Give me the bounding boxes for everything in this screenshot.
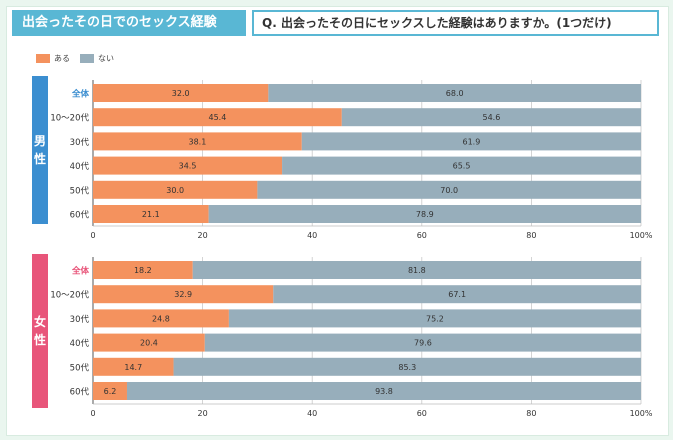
male-bar-nai-3 (282, 156, 641, 175)
female-value-label-nai-1: 67.1 (448, 290, 466, 299)
female-value-label-nai-0: 81.8 (408, 266, 426, 275)
male-category-label-5: 60代 (70, 210, 90, 221)
female-bar-nai-5 (126, 382, 641, 400)
female-bar-nai-1 (273, 285, 641, 304)
female-bar-nai-3 (204, 333, 642, 352)
male-bar-nai-0 (268, 84, 641, 102)
female-value-label-nai-4: 85.3 (398, 363, 416, 372)
female-value-label-aru-4: 14.7 (124, 363, 142, 372)
female-value-label-aru-1: 32.9 (174, 290, 192, 299)
male-bar-aru-4 (93, 180, 258, 199)
male-value-label-aru-0: 32.0 (172, 89, 190, 98)
female-xtick-label-4: 80 (526, 409, 536, 418)
male-bar-aru-1 (93, 108, 342, 127)
male-value-label-aru-4: 30.0 (166, 186, 184, 195)
male-bar-aru-0 (93, 84, 269, 102)
female-bar-aru-1 (93, 285, 274, 304)
male-value-label-nai-5: 78.9 (416, 210, 434, 219)
female-bar-nai-2 (228, 309, 642, 328)
survey-question: Q. 出会ったその日にセックスした経験はありますか。(1つだけ) (252, 10, 659, 36)
female-value-label-nai-2: 75.2 (426, 314, 444, 323)
female-category-label-5: 60代 (70, 387, 90, 398)
female-tab-char2: 性 (33, 333, 46, 347)
male-value-label-nai-0: 68.0 (446, 89, 464, 98)
female-category-label-4: 50代 (70, 362, 90, 373)
female-bar-aru-0 (93, 261, 193, 279)
female-bar-aru-4 (93, 357, 174, 376)
male-xtick-label-5: 100% (630, 231, 653, 240)
male-tab-char1: 男 (33, 134, 46, 148)
legend-label-aru: ある (54, 53, 70, 63)
female-value-label-nai-3: 79.6 (414, 339, 432, 348)
female-category-label-3: 40代 (70, 338, 90, 349)
male-value-label-aru-5: 21.1 (142, 210, 160, 219)
legend-swatch-nai (80, 53, 94, 63)
male-category-label-0: 全体 (71, 89, 90, 100)
male-bar-nai-2 (301, 132, 641, 151)
female-bar-nai-4 (173, 357, 641, 376)
female-bar-aru-5 (93, 382, 127, 400)
male-bar-nai-1 (341, 108, 641, 127)
female-bar-aru-3 (93, 333, 205, 352)
legend-item-aru: ある (36, 53, 70, 64)
male-value-label-aru-1: 45.4 (208, 113, 226, 122)
male-bar-aru-3 (93, 156, 283, 175)
female-category-label-0: 全体 (71, 266, 90, 277)
female-tab: 女 性 (32, 254, 48, 408)
male-tab-char2: 性 (33, 152, 46, 166)
legend-item-nai: ない (80, 53, 114, 64)
male-bar-nai-5 (208, 205, 642, 223)
male-category-label-2: 30代 (70, 137, 90, 148)
male-category-label-4: 50代 (70, 185, 90, 196)
female-xtick-label-1: 20 (198, 409, 208, 418)
female-xtick-label-2: 40 (307, 409, 317, 418)
female-xtick-label-3: 60 (417, 409, 427, 418)
male-value-label-nai-4: 70.0 (440, 186, 458, 195)
female-bar-aru-2 (93, 309, 229, 328)
female-value-label-aru-0: 18.2 (134, 266, 152, 275)
legend: ある ない (36, 52, 124, 64)
female-xtick-label-5: 100% (630, 409, 653, 418)
female-tab-char1: 女 (33, 315, 46, 329)
male-xtick-label-1: 20 (198, 231, 208, 240)
female-xtick-label-0: 0 (90, 409, 95, 418)
male-xtick-label-3: 60 (417, 231, 427, 240)
female-category-label-2: 30代 (70, 314, 90, 325)
female-value-label-aru-5: 6.2 (104, 387, 117, 396)
male-bar-nai-4 (257, 180, 641, 199)
male-bar-aru-2 (93, 132, 302, 151)
male-category-label-3: 40代 (70, 161, 90, 172)
female-category-label-1: 10〜20代 (50, 290, 89, 301)
male-value-label-aru-2: 38.1 (188, 137, 206, 146)
male-tab: 男 性 (32, 76, 48, 224)
male-value-label-nai-2: 61.9 (462, 137, 480, 146)
male-value-label-nai-3: 65.5 (453, 162, 471, 171)
female-value-label-nai-5: 93.8 (375, 387, 393, 396)
legend-label-nai: ない (98, 53, 114, 63)
male-xtick-label-2: 40 (307, 231, 317, 240)
male-value-label-aru-3: 34.5 (179, 162, 197, 171)
male-xtick-label-4: 80 (526, 231, 536, 240)
male-category-label-1: 10〜20代 (50, 113, 89, 124)
male-xtick-label-0: 0 (90, 231, 95, 240)
male-bar-aru-5 (93, 205, 209, 223)
female-value-label-aru-3: 20.4 (140, 339, 158, 348)
chart-title: 出会ったその日でのセックス経験 (12, 10, 246, 36)
male-value-label-nai-1: 54.6 (482, 113, 500, 122)
legend-swatch-aru (36, 53, 50, 63)
female-value-label-aru-2: 24.8 (152, 314, 170, 323)
female-bar-nai-0 (192, 261, 641, 279)
